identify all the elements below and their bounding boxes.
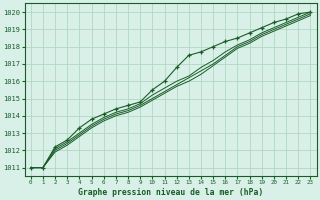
X-axis label: Graphe pression niveau de la mer (hPa): Graphe pression niveau de la mer (hPa): [78, 188, 263, 197]
